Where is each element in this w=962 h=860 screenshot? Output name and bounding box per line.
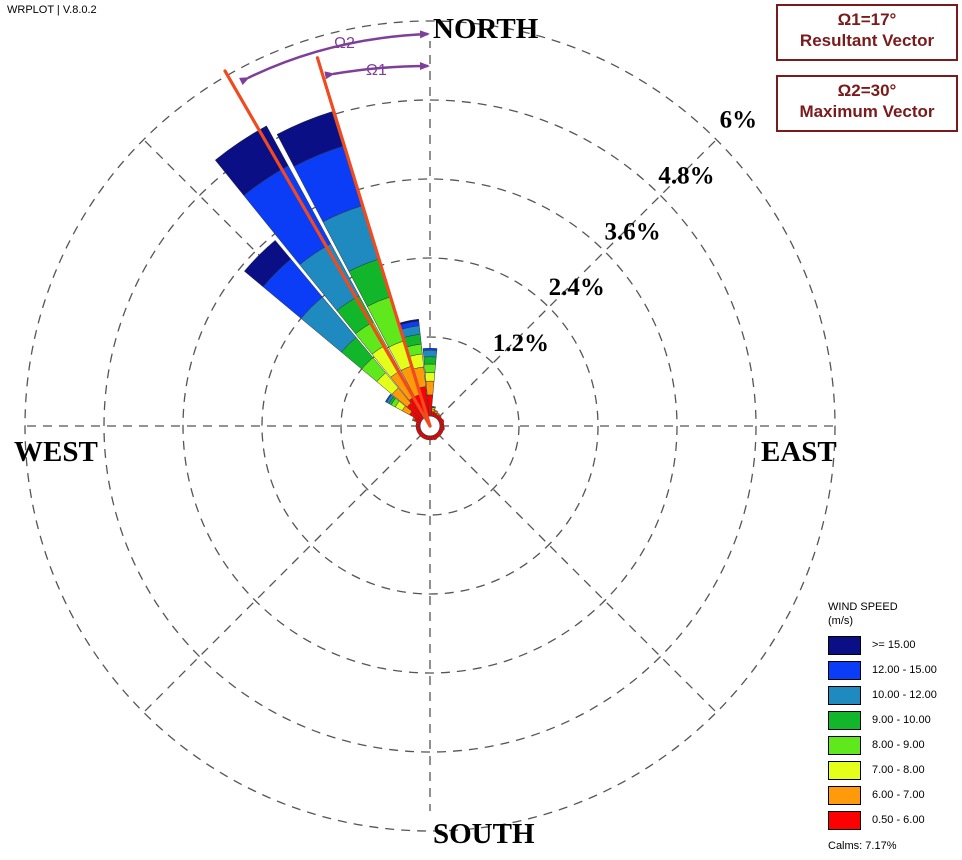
ring-label-5: 6% [720, 107, 758, 134]
sector-0-band-1 [425, 380, 435, 396]
legend-swatch [828, 761, 861, 780]
grid-ring-3 [182, 178, 678, 674]
sector-4-band-7 [243, 239, 292, 288]
compass-labels: NORTH SOUTH WEST EAST [14, 13, 837, 850]
sector-2-band-7 [276, 111, 344, 167]
grid-ring-1 [340, 336, 520, 516]
sector-0-band-2 [424, 372, 436, 382]
east-label: EAST [761, 436, 837, 468]
sector-8-band-2 [436, 412, 440, 415]
legend-item: 9.00 - 10.00 [828, 711, 958, 736]
ring-label-2: 2.4% [549, 274, 605, 301]
maximum-vector-box: Ω2=30° Maximum Vector [776, 75, 958, 132]
legend-swatch [828, 661, 861, 680]
omega1-label: Ω1 [366, 62, 387, 79]
legend-label: 12.00 - 15.00 [872, 664, 937, 676]
legend-label: 8.00 - 9.00 [872, 739, 925, 751]
sector-6-band-4 [431, 405, 436, 408]
omega2-label: Ω2 [334, 35, 355, 52]
legend-swatch [828, 786, 861, 805]
legend-swatch [828, 811, 861, 830]
sector-0-band-4 [423, 356, 437, 365]
grid-spoke-135 [436, 432, 717, 713]
legend-label: >= 15.00 [872, 639, 916, 651]
sector-9-band-1 [438, 414, 442, 418]
omega1-arrow [324, 62, 430, 80]
legend-item: 12.00 - 15.00 [828, 661, 958, 686]
legend-item: >= 15.00 [828, 636, 958, 661]
ring-label-3: 3.6% [605, 218, 661, 245]
west-label: WEST [14, 436, 98, 468]
wind-rose-sectors [214, 111, 445, 441]
sector-11-band-0 [438, 418, 445, 424]
sector-31-band-2 [411, 417, 415, 421]
ring-label-4: 4.8% [658, 162, 714, 189]
resultant-vector-box: Ω1=17° Resultant Vector [776, 4, 958, 61]
app-version-label: WRPLOT | V.8.0.2 [7, 4, 97, 16]
sector-1-band-7 [399, 318, 420, 326]
resultant-vector-text: Resultant Vector [799, 31, 935, 50]
ring-label-1: 1.2% [493, 330, 549, 357]
grid-ring-5 [24, 20, 836, 832]
south-label: SOUTH [433, 818, 535, 850]
sector-19-band-0 [432, 434, 438, 441]
legend-item: 7.00 - 8.00 [828, 761, 958, 786]
legend-swatch [828, 711, 861, 730]
grid-spoke-225 [143, 432, 424, 713]
sector-5-band-6 [385, 393, 392, 403]
grid-ring-4 [103, 99, 757, 753]
sector-0-band-6 [422, 347, 438, 351]
legend-title: WIND SPEED (m/s) [828, 600, 958, 628]
legend-label: 10.00 - 12.00 [872, 689, 937, 701]
legend-item: 6.00 - 7.00 [828, 786, 958, 811]
legend-label: 6.00 - 7.00 [872, 789, 925, 801]
legend-rows: >= 15.00 12.00 - 15.00 10.00 - 12.00 9.00 -… [828, 636, 958, 836]
sector-0-band-5 [422, 349, 438, 358]
angle-arrows: Ω2 Ω1 [239, 30, 430, 86]
resultant-angle-text: Ω1=17° [837, 10, 897, 29]
legend-title-line2: (m/s) [828, 615, 854, 627]
legend-item: 10.00 - 12.00 [828, 686, 958, 711]
legend-swatch [828, 636, 861, 655]
calms-text: Calms: 7.17% [828, 840, 897, 852]
sector-14-band-0 [439, 426, 445, 431]
resultant-vector-line [315, 56, 432, 428]
maximum-angle-text: Ω2=30° [837, 81, 897, 100]
legend-swatch [828, 686, 861, 705]
legend-item: 8.00 - 9.00 [828, 736, 958, 761]
legend-title-line1: WIND SPEED [828, 601, 898, 613]
sector-7-band-2 [434, 409, 439, 413]
grid-ring-2 [261, 257, 599, 595]
ring-labels: 1.2% 2.4% 3.6% 4.8% 6% [493, 107, 757, 357]
legend-item: 0.50 - 6.00 [828, 811, 958, 836]
sector-3-band-7 [214, 125, 289, 196]
legend-label: 9.00 - 10.00 [872, 714, 931, 726]
legend-swatch [828, 736, 861, 755]
maximum-vector-text: Maximum Vector [799, 102, 935, 121]
maximum-vector-line [223, 69, 432, 428]
omega2-arrow [239, 30, 430, 86]
direction-vectors [223, 56, 432, 428]
legend-label: 7.00 - 8.00 [872, 764, 925, 776]
wind-speed-legend: WIND SPEED (m/s) >= 15.00 12.00 - 15.00 10… [828, 600, 958, 852]
sector-0-band-3 [424, 363, 436, 374]
north-label: NORTH [433, 13, 539, 45]
legend-label: 0.50 - 6.00 [872, 814, 925, 826]
grid-spoke-45 [436, 139, 717, 420]
